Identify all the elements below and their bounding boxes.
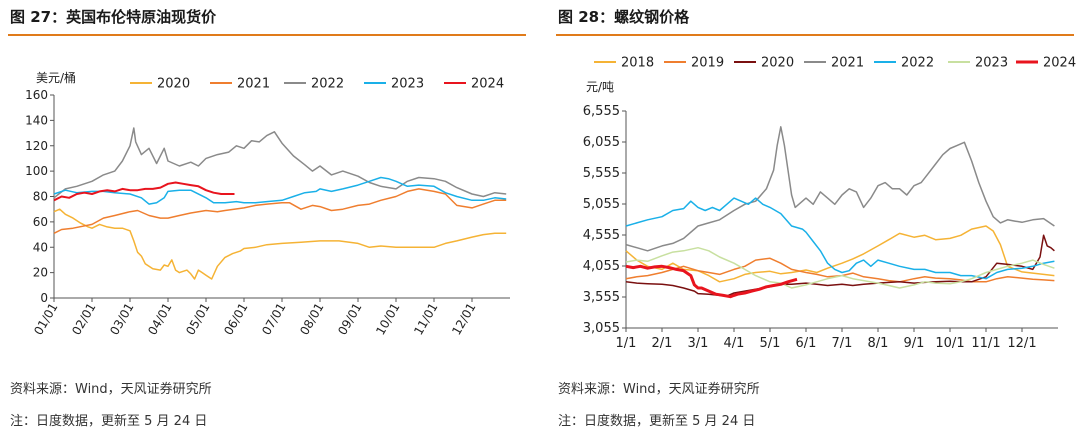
series-line-2024: [53, 181, 235, 202]
brent-panel: 图 27：英国布伦特原油现货价 0 20 40 60 80 100 120 140 160 01/…: [8, 0, 538, 432]
x-tick-label: 2/1: [652, 336, 673, 351]
source-text: 资料来源：Wind，天风证券研究所: [558, 382, 760, 397]
series-line-2023: [625, 246, 1055, 289]
legend-label-2022: 2022: [901, 56, 934, 71]
y-tick-label: 120: [25, 139, 48, 153]
series-line-2022: [625, 197, 1055, 280]
chart-title: 图 28：螺纹钢价格: [558, 8, 690, 26]
y-tick-label: 80: [33, 190, 48, 204]
series-line-2021: [625, 126, 1055, 252]
series-line-2020: [53, 208, 507, 280]
rebar-panel: 图 28：螺纹钢价格 3,055 3,555 4,055 4,555 5,055 5,55…: [556, 0, 1080, 432]
y-tick-label: 6,055: [583, 135, 620, 150]
x-tick-label: 08/01: [297, 301, 326, 338]
y-tick-label: 20: [33, 266, 48, 280]
y-tick-label: 140: [25, 113, 48, 127]
legend-label-2018: 2018: [621, 56, 654, 71]
title-rule: [8, 34, 526, 36]
x-tick-label: 12/1: [1007, 336, 1036, 351]
y-tick-label: 100: [25, 164, 48, 178]
x-tick-label: 3/1: [688, 336, 709, 351]
x-tick-label: 6/1: [796, 336, 817, 351]
series-line-2024: [625, 264, 798, 299]
y-axis-label: 元/吨: [586, 80, 614, 94]
x-tick-label: 05/01: [183, 301, 212, 338]
x-tick-label: 5/1: [760, 336, 781, 351]
y-tick-label: 5,055: [583, 197, 620, 212]
y-tick-label: 5,555: [583, 166, 620, 181]
y-tick-label: 40: [33, 240, 48, 254]
x-tick-label: 1/1: [616, 336, 637, 351]
x-tick-label: 12/01: [449, 301, 478, 338]
series-line-2023: [53, 176, 507, 205]
series-line-2020: [625, 234, 1055, 297]
legend-label-2020: 2020: [157, 77, 190, 92]
chart-title: 图 27：英国布伦特原油现货价: [10, 8, 217, 26]
x-tick-label: 02/01: [69, 301, 98, 338]
title-rule: [556, 34, 1074, 36]
brent-chart: 0 20 40 60 80 100 120 140 160 01/01 02/01 03/01 04/0…: [25, 70, 510, 338]
x-tick-label: 09/01: [335, 301, 364, 338]
x-tick-label: 7/1: [832, 336, 853, 351]
x-tick-label: 10/1: [935, 336, 964, 351]
legend-label-2024: 2024: [1043, 56, 1076, 71]
legend-label-2024: 2024: [471, 77, 504, 92]
y-tick-label: 0: [40, 291, 48, 305]
x-tick-label: 04/01: [145, 301, 174, 338]
rebar-chart: 3,055 3,555 4,055 4,555 5,055 5,555 6,055 6,555…: [583, 56, 1076, 352]
x-tick-label: 11/1: [971, 336, 1000, 351]
source-text: 资料来源：Wind，天风证券研究所: [10, 382, 212, 397]
y-tick-label: 6,555: [583, 104, 620, 119]
legend-label-2023: 2023: [391, 77, 424, 92]
note-text: 注：日度数据，更新至 5 月 24 日: [10, 414, 208, 429]
x-tick-label: 01/01: [31, 301, 60, 338]
series-line-2021: [53, 188, 507, 234]
note-text: 注：日度数据，更新至 5 月 24 日: [558, 414, 756, 429]
x-tick-label: 8/1: [868, 336, 889, 351]
x-tick-label: 07/01: [259, 301, 288, 338]
y-axis-label: 美元/桶: [36, 70, 76, 85]
y-tick-label: 3,055: [583, 321, 620, 336]
legend-label-2021: 2021: [237, 77, 270, 92]
x-tick-label: 4/1: [724, 336, 745, 351]
legend-label-2019: 2019: [691, 56, 724, 71]
series-line-2022: [53, 127, 507, 199]
legend-label-2021: 2021: [831, 56, 864, 71]
x-tick-label: 10/01: [373, 301, 402, 338]
y-tick-label: 4,555: [583, 228, 620, 243]
x-tick-label: 06/01: [221, 301, 250, 338]
legend-label-2022: 2022: [311, 77, 344, 92]
x-tick-label: 9/1: [904, 336, 925, 351]
legend-label-2020: 2020: [761, 56, 794, 71]
x-tick-label: 11/01: [411, 301, 440, 338]
y-tick-label: 160: [25, 88, 48, 102]
y-tick-label: 3,555: [583, 290, 620, 305]
y-tick-label: 4,055: [583, 259, 620, 274]
x-tick-label: 03/01: [107, 301, 136, 338]
legend-label-2023: 2023: [975, 56, 1008, 71]
y-tick-label: 60: [33, 215, 48, 229]
